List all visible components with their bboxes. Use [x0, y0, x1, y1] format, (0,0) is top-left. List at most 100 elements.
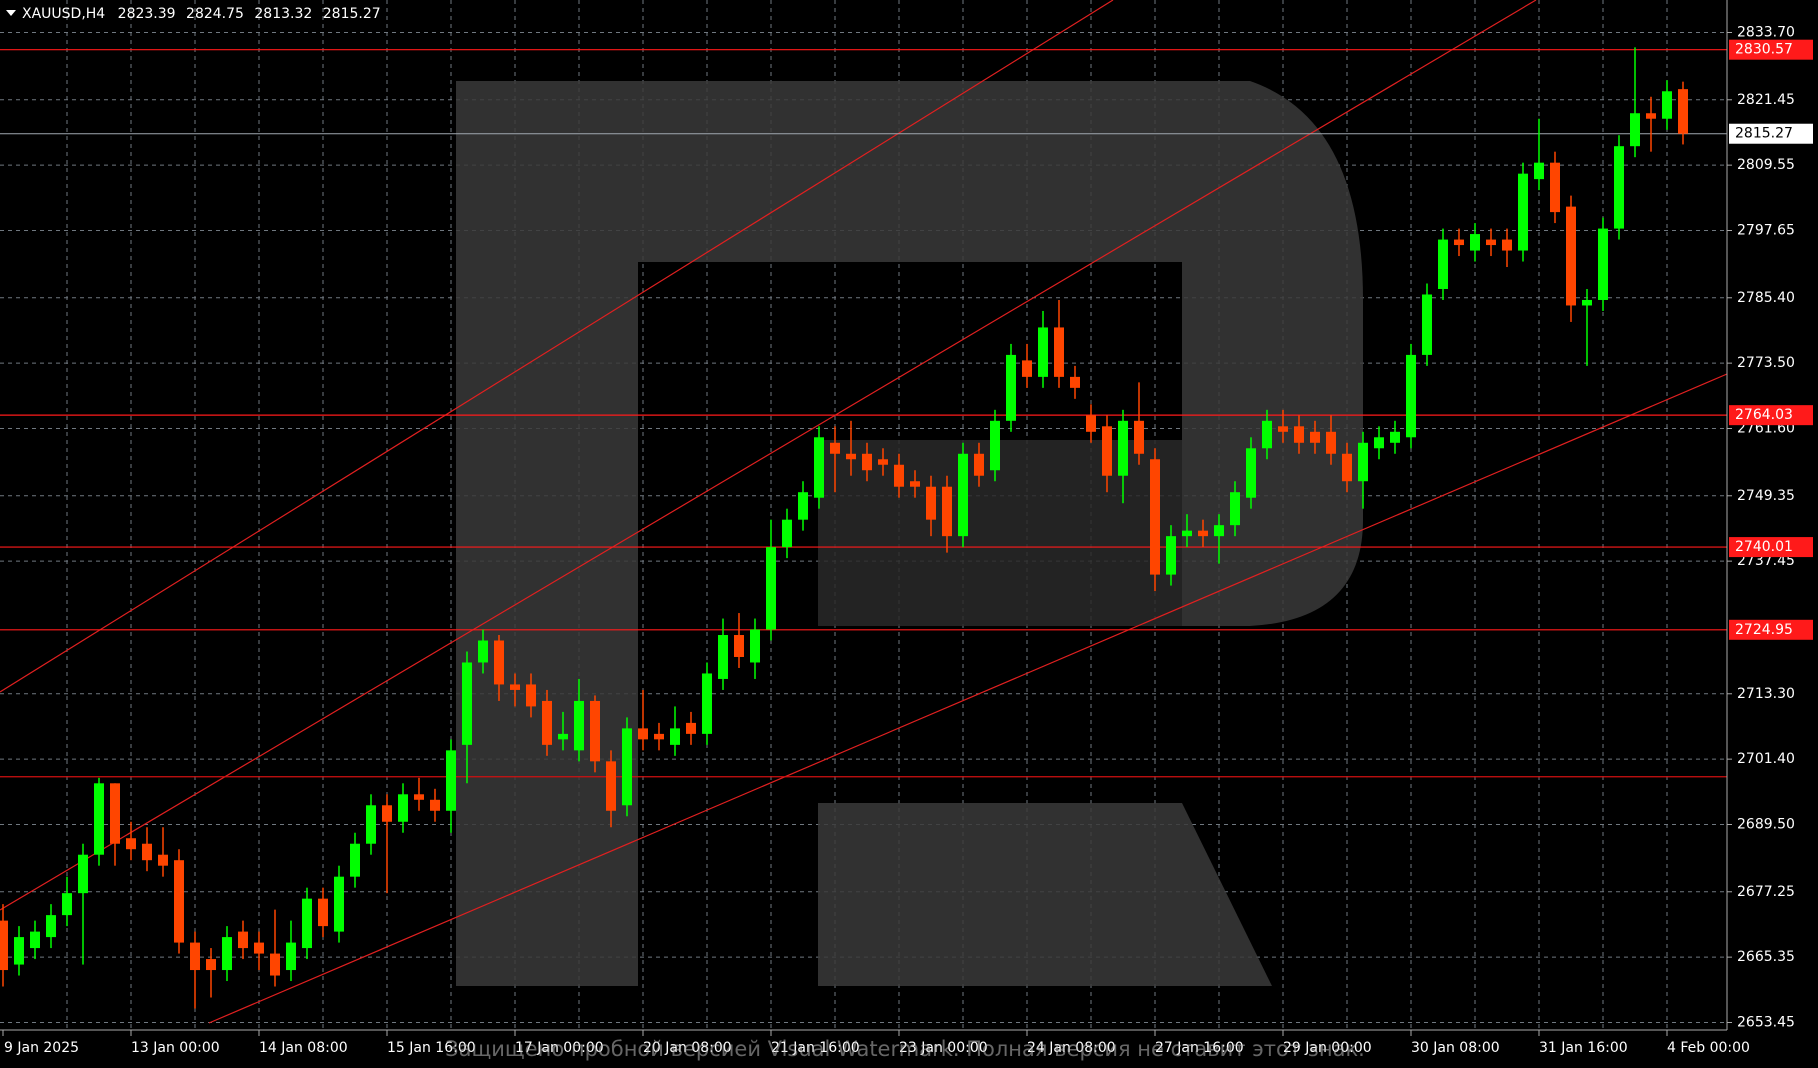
- menu-arrow[interactable]: [6, 10, 16, 16]
- candle-body: [590, 700, 600, 762]
- candle-body: [414, 794, 424, 800]
- candle-body: [1230, 492, 1240, 526]
- candle-body: [14, 937, 24, 965]
- candle-body: [430, 799, 440, 811]
- candle-body: [62, 893, 72, 916]
- candle-body: [1102, 426, 1112, 476]
- y-tick-label: 2821.45: [1737, 92, 1795, 108]
- candle-body: [1006, 354, 1016, 421]
- candle-body: [1118, 420, 1128, 476]
- candle-body: [462, 662, 472, 745]
- logo-bowl: [456, 81, 1363, 986]
- candle-body: [46, 915, 56, 938]
- candle-body: [350, 843, 360, 877]
- candle-body: [1422, 294, 1432, 355]
- levels: [0, 49, 1727, 778]
- candle-body: [158, 854, 168, 866]
- y-tick-label: 2797.65: [1737, 223, 1795, 239]
- candle-body: [830, 442, 840, 454]
- candle-body: [686, 722, 696, 734]
- high: 2824.75: [186, 6, 244, 22]
- candle-body: [766, 547, 776, 630]
- candle-body: [1294, 426, 1304, 443]
- candle-body: [1054, 327, 1064, 377]
- candle-body: [126, 838, 136, 850]
- candle-body: [990, 420, 1000, 471]
- current-price-label: 2815.27: [1735, 126, 1793, 142]
- y-tick-label: 2713.30: [1737, 686, 1795, 702]
- x-tick-label: 29 Jan 00:00: [1283, 1040, 1372, 1056]
- candle-body: [270, 953, 280, 976]
- candle-body: [1326, 431, 1336, 454]
- candle-body: [446, 750, 456, 811]
- logo-leg: [818, 803, 1272, 986]
- x-tick-label: 13 Jan 00:00: [131, 1040, 220, 1056]
- y-tick-label: 2833.70: [1737, 25, 1795, 41]
- x-tick-label: 21 Jan 16:00: [771, 1040, 860, 1056]
- candle-body: [1022, 360, 1032, 377]
- x-tick-label: 14 Jan 08:00: [259, 1040, 348, 1056]
- x-tick-label: 31 Jan 16:00: [1539, 1040, 1628, 1056]
- candle-body: [1198, 530, 1208, 537]
- price-level-label: 2740.01: [1735, 539, 1793, 555]
- candle-body: [478, 640, 488, 663]
- candle-body: [894, 464, 904, 487]
- candle-body: [1518, 173, 1528, 251]
- trend-line: [0, 0, 1114, 693]
- candle-body: [190, 942, 200, 971]
- labels: 2653.45 2665.35 2677.25 2689.50 2701.40 2713.…: [2, 25, 1813, 1056]
- candle-body: [1038, 327, 1048, 377]
- candle-body: [862, 453, 872, 471]
- candle-body: [1358, 442, 1368, 482]
- candle-body: [1086, 415, 1096, 432]
- open: 2823.39: [118, 6, 176, 22]
- price-level-label: 2830.57: [1735, 42, 1793, 58]
- price-level-box: [1729, 405, 1813, 426]
- candle-body: [798, 492, 808, 520]
- candle-body: [174, 860, 184, 943]
- candle-body: [318, 898, 328, 927]
- candle-body: [1614, 146, 1624, 229]
- candle-body: [670, 728, 680, 745]
- x-tick-label: 24 Jan 08:00: [1027, 1040, 1116, 1056]
- candles: [0, 47, 1688, 1009]
- price-level-box: [1729, 537, 1813, 558]
- x-tick-label: 15 Jan 16:00: [387, 1040, 476, 1056]
- candle-body: [558, 733, 568, 740]
- candle-body: [30, 931, 40, 949]
- y-tick-label: 2653.45: [1737, 1015, 1795, 1031]
- candle-body: [910, 481, 920, 487]
- candle-body: [94, 783, 104, 855]
- candle-body: [398, 794, 408, 822]
- candle-body: [494, 640, 504, 685]
- candle-body: [222, 937, 232, 971]
- y-tick-label: 2677.25: [1737, 884, 1795, 900]
- price-level-box: [1729, 619, 1813, 640]
- low: 2813.32: [254, 6, 312, 22]
- candle-body: [942, 486, 952, 537]
- trend-line: [208, 373, 1728, 1024]
- candle-body: [334, 876, 344, 932]
- candle-body: [542, 700, 552, 745]
- candle-body: [1566, 206, 1576, 306]
- candle-body: [974, 453, 984, 476]
- candle-body: [1246, 448, 1256, 498]
- candle-body: [254, 942, 264, 954]
- candle-body: [1182, 530, 1192, 537]
- x-tick-label: 27 Jan 16:00: [1155, 1040, 1244, 1056]
- candle-body: [1582, 299, 1592, 306]
- x-tick-label: 4 Feb 00:00: [1667, 1040, 1750, 1056]
- candle-body: [1150, 459, 1160, 575]
- y-tick-label: 2809.55: [1737, 157, 1795, 173]
- candle-body: [702, 673, 712, 734]
- candle-body: [1406, 354, 1416, 438]
- candle-body: [926, 486, 936, 520]
- candle-body: [302, 898, 312, 949]
- candle-body: [718, 635, 728, 679]
- candle-body: [526, 684, 536, 707]
- watermark-text: Защищено пробной версией Visual Watermar…: [445, 1037, 1365, 1061]
- candle-body: [1374, 437, 1384, 449]
- candle-body: [1134, 420, 1144, 454]
- price-level-box: [1729, 39, 1813, 60]
